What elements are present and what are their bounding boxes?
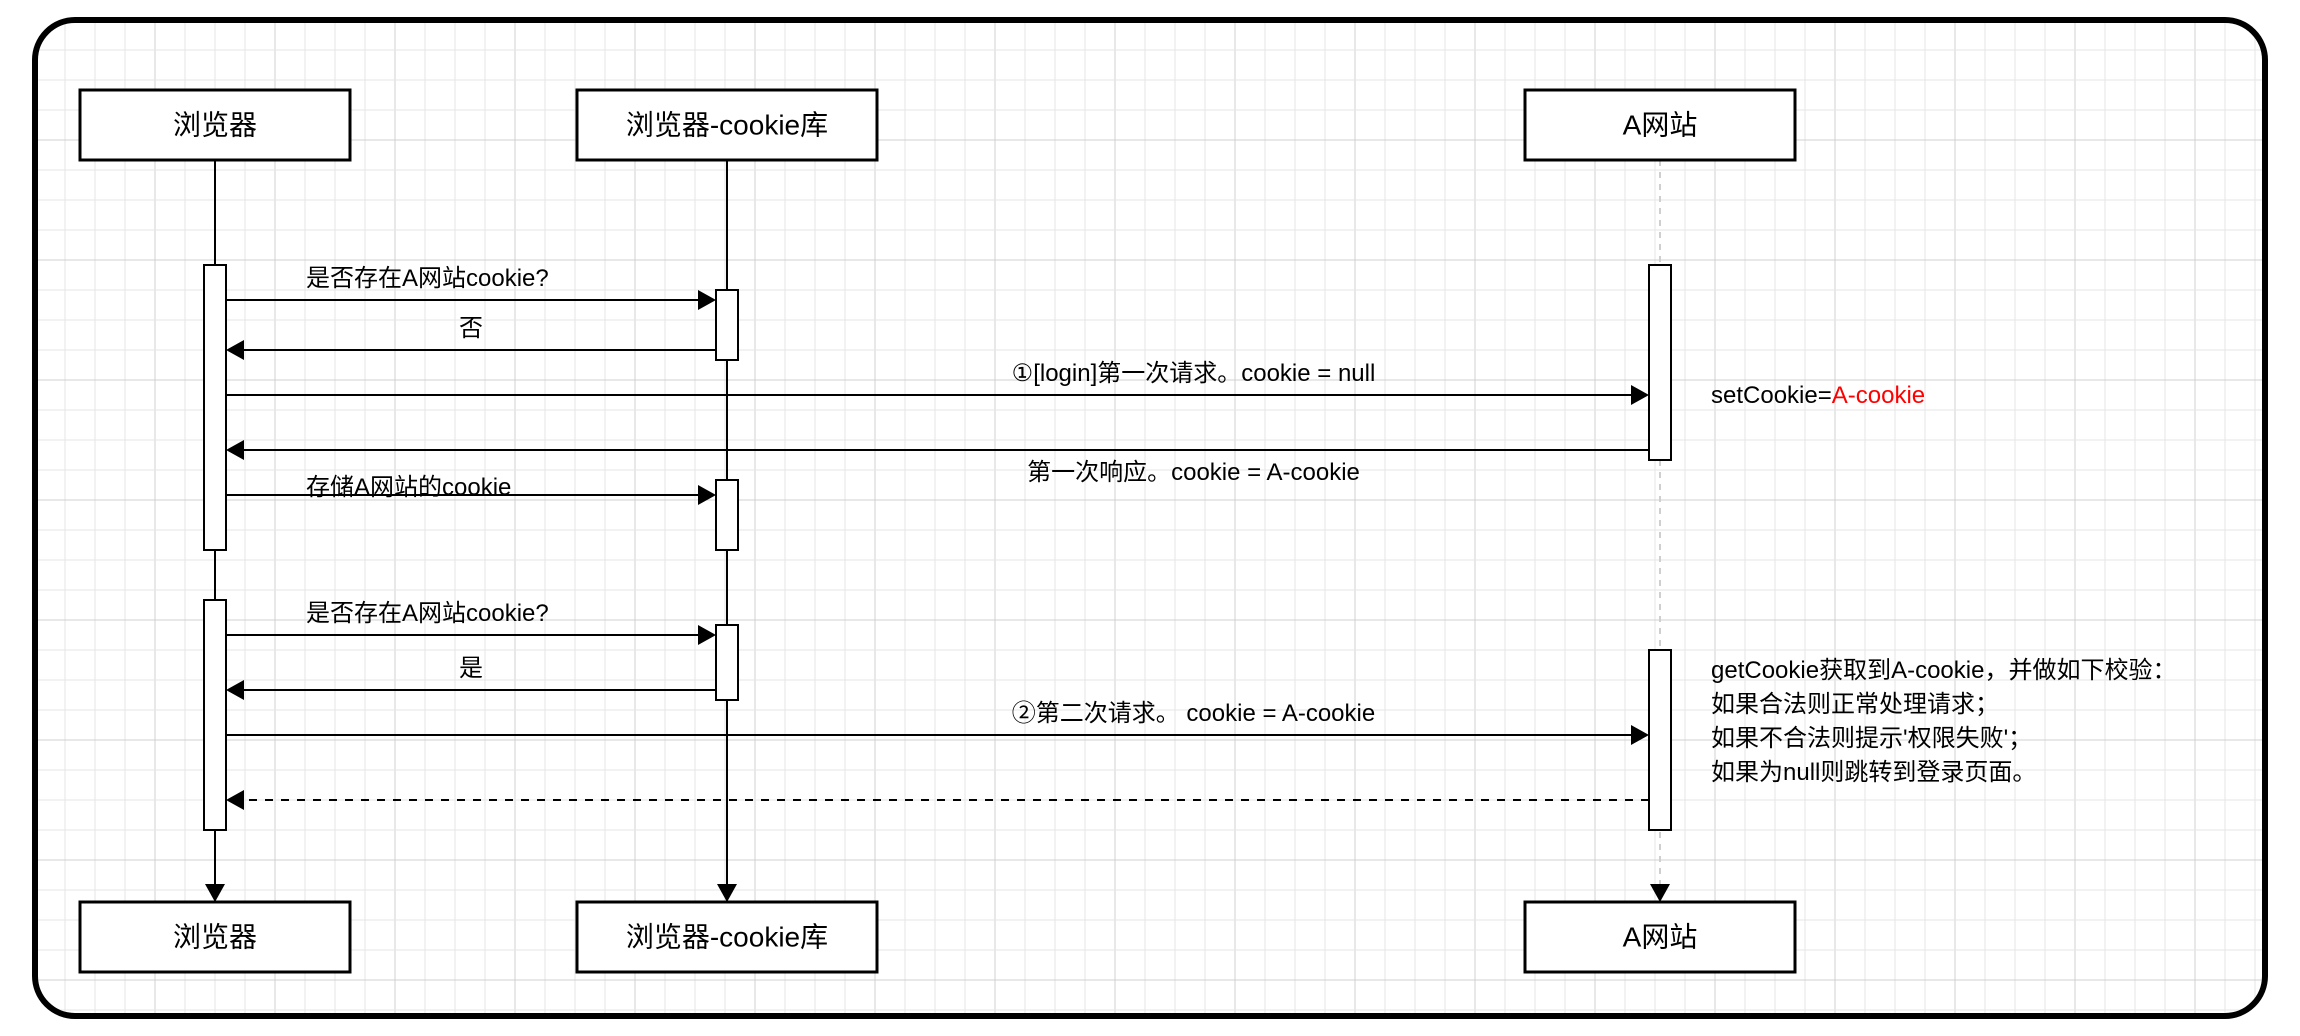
- message-label-0: 是否存在A网站cookie?: [306, 265, 549, 292]
- participant-label-browser: 浏览器: [173, 110, 257, 141]
- activation-siteA: [1649, 650, 1671, 830]
- participant-label-cookieStore: 浏览器-cookie库: [626, 110, 828, 141]
- activation-cookieStore: [716, 480, 738, 550]
- message-label-7: ②第二次请求。 cookie = A-cookie: [1012, 700, 1375, 727]
- activation-cookieStore: [716, 290, 738, 360]
- message-label-1: 否: [459, 315, 483, 342]
- grid: [35, 20, 2265, 1016]
- message-label-2: ①[login]第一次请求。cookie = null: [1012, 360, 1376, 387]
- activation-siteA: [1649, 265, 1671, 460]
- participant-label-browser: 浏览器: [173, 922, 257, 953]
- multiline-note-line-1: 如果合法则正常处理请求；: [1711, 691, 1999, 718]
- multiline-note-line-3: 如果为null则跳转到登录页面。: [1711, 759, 2036, 786]
- message-label-4: 存储A网站的cookie: [306, 474, 511, 501]
- multiline-note-line-2: 如果不合法则提示'权限失败'；: [1711, 725, 2032, 752]
- message-label-3: 第一次响应。cookie = A-cookie: [1027, 459, 1360, 486]
- diagram-stage: 浏览器浏览器浏览器-cookie库浏览器-cookie库A网站A网站是否存在A网…: [0, 0, 2300, 1036]
- note-0: setCookie=A-cookie: [1711, 382, 1925, 409]
- participant-label-cookieStore: 浏览器-cookie库: [626, 922, 828, 953]
- participant-label-siteA: A网站: [1623, 922, 1698, 953]
- multiline-note-line-0: getCookie获取到A-cookie，并做如下校验：: [1711, 657, 2176, 684]
- activation-cookieStore: [716, 625, 738, 700]
- frame-border: [35, 20, 2265, 1016]
- message-label-6: 是: [459, 655, 483, 682]
- participant-label-siteA: A网站: [1623, 110, 1698, 141]
- message-label-5: 是否存在A网站cookie?: [306, 600, 549, 627]
- activation-browser: [204, 600, 226, 830]
- sequence-diagram-svg: 浏览器浏览器浏览器-cookie库浏览器-cookie库A网站A网站是否存在A网…: [0, 0, 2300, 1036]
- activation-browser: [204, 265, 226, 550]
